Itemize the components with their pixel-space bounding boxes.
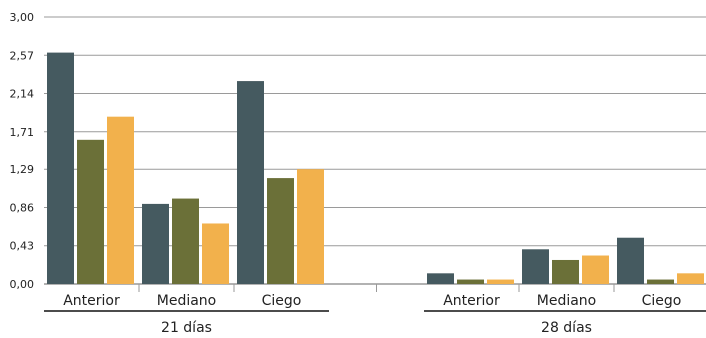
bar	[202, 223, 229, 284]
bar	[427, 273, 454, 284]
category-label: Ciego	[642, 293, 682, 309]
category-label: Anterior	[63, 293, 120, 309]
category-label: Mediano	[537, 293, 597, 309]
bar	[77, 139, 104, 284]
group-label: 28 días	[541, 320, 592, 336]
y-tick-label: 3,00	[10, 11, 35, 24]
bar	[237, 81, 264, 284]
category-label: Anterior	[443, 293, 500, 309]
bar	[47, 52, 74, 284]
bar	[582, 255, 609, 284]
y-axis-tick-labels: 0,00 0,43 0,86 1,29 1,71 2,14 2,57 3,00	[10, 11, 35, 291]
category-label: Ciego	[262, 293, 302, 309]
bar	[457, 279, 484, 284]
group-label: 21 días	[161, 320, 212, 336]
bar	[107, 116, 134, 285]
y-tick-label: 1,71	[10, 126, 35, 139]
bar	[267, 178, 294, 284]
bar	[142, 203, 169, 284]
y-tick-label: 2,14	[10, 88, 35, 101]
y-tick-label: 0,00	[10, 278, 35, 291]
x-axis-group-labels: 21 días 28 días	[44, 310, 706, 336]
y-tick-label: 0,43	[10, 240, 35, 253]
bars	[47, 52, 704, 285]
bar	[522, 249, 549, 284]
bar	[172, 198, 199, 284]
y-tick-label: 2,57	[10, 49, 35, 62]
bar	[297, 169, 324, 284]
x-axis-category-labels: Anterior Mediano Ciego Anterior Mediano Ciego	[63, 293, 681, 309]
bar	[647, 279, 674, 284]
y-tick-label: 0,86	[10, 201, 35, 214]
bar	[552, 259, 579, 284]
bar	[487, 279, 514, 284]
y-tick-label: 1,29	[10, 163, 35, 176]
category-label: Mediano	[157, 293, 217, 309]
bar	[617, 237, 644, 284]
bar	[677, 273, 704, 284]
